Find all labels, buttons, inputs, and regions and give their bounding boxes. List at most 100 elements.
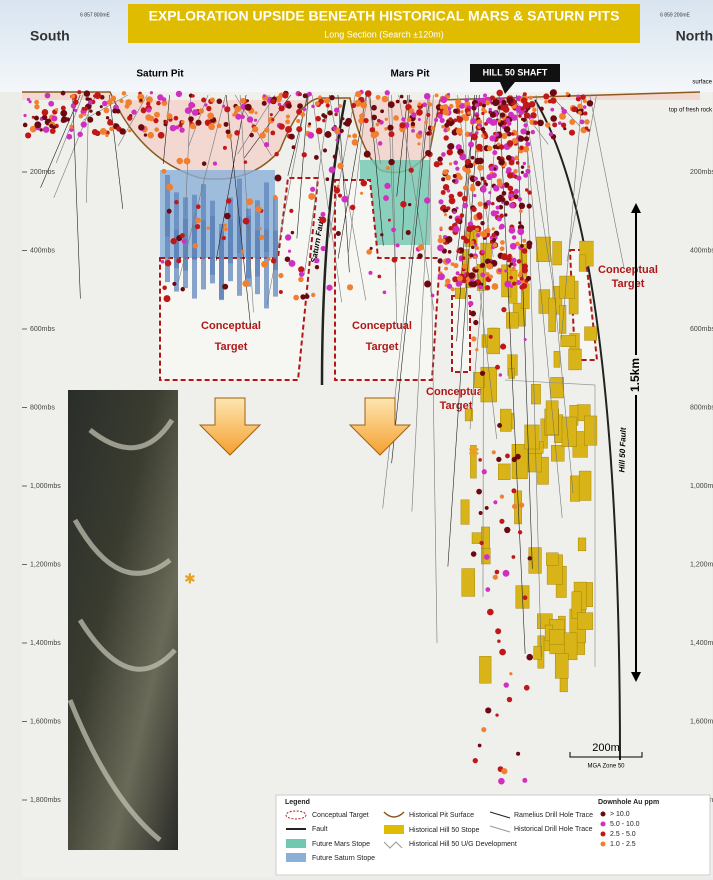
pit-label: Mars Pit	[391, 69, 431, 80]
assay-dot	[523, 136, 530, 142]
assay-dot	[489, 166, 494, 171]
assay-dot	[492, 150, 498, 156]
assay-dot	[149, 91, 154, 95]
assay-dot	[332, 154, 338, 159]
drill-trace	[428, 94, 438, 644]
assay-dot	[223, 223, 228, 227]
assay-dot	[128, 129, 132, 133]
assay-dot	[61, 116, 68, 123]
assay-dot	[512, 503, 518, 510]
assay-dot	[87, 116, 94, 123]
hill50-stope	[571, 591, 582, 619]
assay-dot	[360, 191, 364, 195]
assay-dot	[485, 118, 492, 124]
assay-dot	[495, 205, 500, 210]
assay-dot	[497, 119, 501, 123]
assay-dot	[496, 178, 503, 184]
assay-dot	[49, 123, 54, 129]
assay-dot	[375, 94, 381, 100]
assay-dot	[440, 96, 448, 104]
assay-dot	[234, 105, 242, 113]
assay-dot	[243, 160, 248, 164]
assay-dot	[518, 202, 526, 209]
assay-dot	[491, 227, 495, 231]
assay-dot	[490, 121, 495, 126]
assay-dot	[498, 158, 505, 166]
assay-dot	[498, 144, 505, 150]
assay-dot	[452, 276, 459, 283]
drill-trace	[566, 94, 597, 262]
hill50-stope	[473, 371, 485, 389]
assay-dot	[481, 107, 486, 112]
assay-dot	[522, 161, 527, 166]
assay-dot	[520, 170, 524, 174]
hill50-stope	[554, 653, 569, 679]
assay-dot	[499, 112, 506, 118]
assay-dot	[515, 241, 520, 246]
assay-dot	[544, 100, 548, 104]
assay-dot	[483, 554, 490, 560]
assay-dot	[192, 243, 198, 249]
assay-dot	[470, 155, 475, 160]
assay-dot	[31, 115, 35, 119]
assay-dot	[504, 280, 512, 288]
assay-dot	[509, 672, 513, 676]
assay-dot	[124, 103, 130, 109]
assay-dot	[333, 187, 341, 194]
assay-dot	[89, 109, 93, 113]
assay-dot	[461, 195, 468, 202]
assay-dot	[360, 179, 368, 187]
stope-slice	[192, 225, 197, 299]
hill50-stope	[531, 384, 541, 405]
assay-dot	[544, 122, 551, 128]
assay-dot	[314, 258, 320, 264]
legend-item: Future Saturn Stope	[312, 855, 375, 862]
assay-dot	[468, 300, 474, 307]
assay-dot	[363, 150, 371, 158]
assay-dot	[222, 104, 226, 108]
assay-dot	[65, 117, 70, 122]
assay-dot	[146, 101, 151, 107]
assay-dot	[235, 113, 242, 120]
asterisk: ✱	[468, 444, 480, 460]
assay-dot	[107, 119, 114, 126]
assay-dot	[422, 102, 427, 108]
stope-slice	[165, 175, 170, 237]
assay-dot	[395, 99, 400, 104]
assay-dot	[198, 108, 205, 114]
assay-dot	[503, 126, 511, 133]
stope-slice	[264, 182, 269, 253]
assay-dot	[516, 175, 522, 181]
assay-dot	[498, 225, 503, 230]
assay-dot	[384, 182, 391, 190]
assay-dot	[298, 276, 304, 283]
assay-dot	[304, 294, 310, 299]
assay-dot	[285, 114, 290, 119]
assay-dot	[287, 249, 292, 253]
easting: 6 859 200mE	[660, 12, 690, 18]
assay-dot	[484, 258, 491, 265]
assay-dot	[511, 555, 516, 559]
assay-dot	[423, 92, 431, 100]
assay-dot	[417, 253, 423, 259]
assay-dot	[569, 119, 576, 125]
assay-dot	[188, 116, 194, 122]
assay-dot	[523, 123, 528, 128]
assay-dot	[490, 210, 498, 217]
assay-dot	[131, 109, 137, 115]
hill50-stope	[470, 445, 477, 479]
hill50-stope	[568, 348, 582, 371]
assay-dot	[550, 115, 557, 122]
assay-dot	[207, 112, 215, 120]
assay-dot	[502, 106, 510, 113]
assay-dot	[449, 103, 454, 109]
assay-dot	[481, 111, 485, 116]
assay-dot	[474, 243, 478, 247]
drill-trace	[117, 94, 148, 147]
assay-dot	[504, 269, 508, 273]
assay-dot	[311, 104, 315, 109]
assay-dot	[441, 177, 446, 182]
assay-dot	[343, 121, 347, 126]
legend-item: Ramelius Drill Hole Trace	[514, 812, 593, 819]
assay-dot	[523, 684, 530, 691]
